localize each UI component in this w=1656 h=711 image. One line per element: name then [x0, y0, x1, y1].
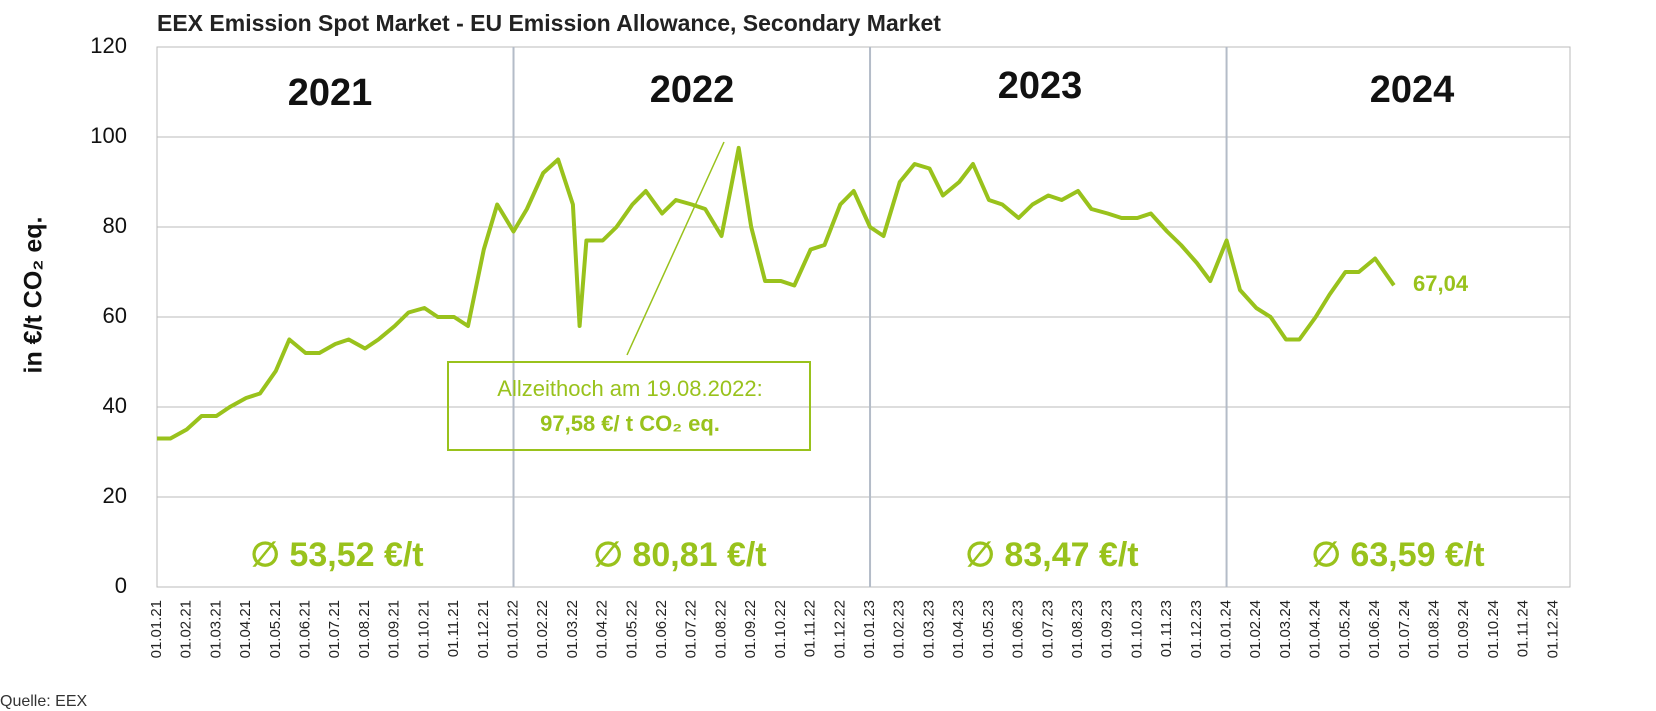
x-tick-label: 01.06.24	[1366, 600, 1383, 658]
year-label: 2021	[288, 72, 373, 114]
x-tick-label: 01.04.22	[594, 600, 611, 658]
year-label: 2024	[1370, 69, 1455, 111]
x-tick-label: 01.02.23	[891, 600, 908, 658]
average-label: ∅ 83,47 €/t	[965, 536, 1138, 574]
value-label: 67,04	[1413, 271, 1469, 296]
y-tick-label: 60	[103, 303, 127, 328]
x-tick-label: 01.03.21	[207, 600, 224, 658]
x-tick-label: 01.12.23	[1188, 600, 1205, 658]
x-tick-label: 01.09.22	[742, 600, 759, 658]
x-tick-label: 01.04.21	[237, 600, 254, 658]
chart-title: EEX Emission Spot Market - EU Emission A…	[157, 10, 941, 36]
y-tick-label: 0	[115, 573, 127, 598]
annotation-box	[447, 361, 811, 451]
average-label: ∅ 63,59 €/t	[1311, 536, 1484, 574]
x-tick-label: 01.07.23	[1039, 600, 1056, 658]
x-tick-label: 01.08.24	[1425, 600, 1442, 658]
y-tick-label: 40	[103, 393, 127, 418]
x-tick-label: 01.12.22	[831, 600, 848, 658]
x-tick-label: 01.02.21	[178, 600, 195, 658]
x-tick-label: 01.11.24	[1515, 600, 1532, 657]
x-tick-label: 01.04.23	[950, 600, 967, 658]
x-tick-label: 01.09.23	[1099, 600, 1116, 658]
x-tick-label: 01.03.24	[1277, 600, 1294, 658]
x-tick-label: 01.06.21	[297, 600, 314, 658]
x-tick-label: 01.10.21	[415, 600, 432, 658]
x-tick-label: 01.07.22	[683, 600, 700, 658]
x-tick-label: 01.05.23	[980, 600, 997, 658]
x-tick-label: 01.10.24	[1485, 600, 1502, 658]
x-tick-label: 01.11.23	[1158, 600, 1175, 657]
y-tick-label: 80	[103, 213, 127, 238]
x-tick-label: 01.12.24	[1544, 600, 1561, 658]
annotation-connector	[626, 141, 725, 356]
x-tick-label: 01.11.22	[802, 600, 819, 657]
year-label: 2023	[998, 65, 1083, 107]
annotation-text: Allzeithoch am 19.08.2022:	[497, 376, 762, 401]
x-tick-label: 01.10.23	[1128, 600, 1145, 658]
y-tick-label: 20	[103, 483, 127, 508]
x-tick-label: 01.08.22	[712, 600, 729, 658]
x-tick-label: 01.10.22	[772, 600, 789, 658]
y-tick-label: 120	[90, 33, 127, 58]
x-tick-label: 01.05.21	[267, 600, 284, 658]
x-tick-label: 01.09.24	[1455, 600, 1472, 658]
y-axis-label: in €/t CO₂ eq.	[20, 217, 48, 374]
x-tick-label: 01.05.24	[1336, 600, 1353, 658]
x-tick-label: 01.01.24	[1218, 600, 1235, 658]
x-tick-label: 01.08.23	[1069, 600, 1086, 658]
x-tick-label: 01.06.22	[653, 600, 670, 658]
x-tick-label: 01.03.22	[564, 600, 581, 658]
x-tick-label: 01.04.24	[1307, 600, 1324, 658]
year-label: 2022	[650, 69, 735, 111]
y-tick-label: 100	[90, 123, 127, 148]
x-tick-label: 01.01.23	[861, 600, 878, 658]
x-tick-label: 01.11.21	[445, 600, 462, 657]
x-tick-label: 01.05.22	[623, 600, 640, 658]
x-tick-label: 01.03.23	[920, 600, 937, 658]
x-tick-label: 01.12.21	[475, 600, 492, 658]
x-tick-label: 01.01.22	[504, 600, 521, 658]
x-tick-label: 01.07.21	[326, 600, 343, 658]
x-tick-label: 01.01.21	[148, 600, 165, 658]
line-series	[157, 145, 1396, 441]
x-tick-label: 01.08.21	[356, 600, 373, 658]
x-tick-label: 01.06.23	[1010, 600, 1027, 658]
average-label: ∅ 53,52 €/t	[250, 536, 423, 574]
x-tick-label: 01.02.22	[534, 600, 551, 658]
average-label: ∅ 80,81 €/t	[593, 536, 766, 574]
x-tick-label: 01.02.24	[1247, 600, 1264, 658]
source: Quelle: EEX	[0, 693, 87, 710]
x-tick-label: 01.07.24	[1396, 600, 1413, 658]
x-tick-label: 01.09.21	[386, 600, 403, 658]
annotation-text: 97,58 €/ t CO₂ eq.	[540, 411, 720, 436]
